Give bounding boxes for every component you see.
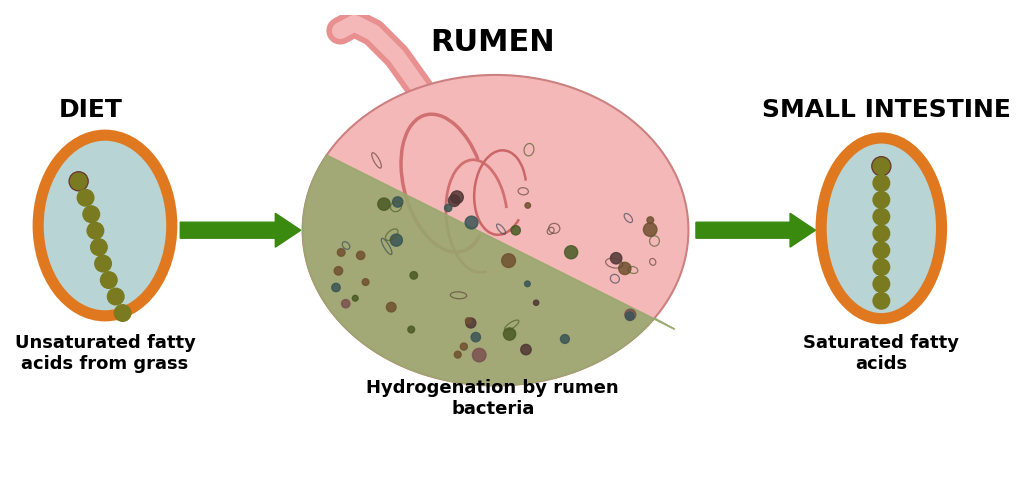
Ellipse shape [303, 75, 688, 386]
Circle shape [77, 190, 94, 206]
Text: Hydrogenation by rumen
bacteria: Hydrogenation by rumen bacteria [367, 379, 618, 418]
Circle shape [115, 305, 131, 321]
Circle shape [69, 172, 88, 191]
Circle shape [471, 332, 480, 342]
Circle shape [83, 206, 99, 223]
Circle shape [511, 226, 520, 235]
Circle shape [334, 266, 343, 275]
Circle shape [502, 253, 515, 267]
Circle shape [95, 255, 112, 272]
Circle shape [647, 217, 653, 224]
Circle shape [521, 344, 531, 355]
Text: DIET: DIET [59, 98, 123, 122]
Polygon shape [180, 213, 301, 247]
Circle shape [378, 198, 390, 210]
Circle shape [871, 157, 891, 176]
Circle shape [873, 209, 890, 225]
Circle shape [625, 309, 636, 320]
Circle shape [873, 242, 890, 258]
Text: Saturated fatty
acids: Saturated fatty acids [804, 334, 959, 373]
Circle shape [362, 278, 369, 285]
Circle shape [444, 204, 452, 212]
Circle shape [451, 191, 463, 204]
Circle shape [449, 195, 460, 207]
Circle shape [90, 239, 108, 255]
Circle shape [108, 288, 124, 305]
Circle shape [410, 271, 418, 279]
Circle shape [461, 343, 467, 350]
Text: Unsaturated fatty
acids from grass: Unsaturated fatty acids from grass [14, 334, 196, 373]
Circle shape [466, 318, 476, 328]
Circle shape [643, 223, 657, 237]
Text: SMALL INTESTINE: SMALL INTESTINE [762, 98, 1011, 122]
Circle shape [873, 225, 890, 242]
Ellipse shape [821, 138, 941, 319]
Circle shape [392, 197, 402, 207]
Circle shape [408, 326, 415, 333]
Circle shape [560, 334, 569, 343]
Circle shape [87, 223, 103, 239]
Circle shape [465, 318, 471, 323]
Circle shape [100, 272, 117, 288]
Circle shape [337, 249, 345, 256]
Circle shape [390, 234, 402, 246]
Circle shape [618, 262, 631, 274]
Circle shape [564, 246, 578, 259]
Circle shape [504, 328, 516, 340]
Circle shape [386, 302, 396, 312]
Circle shape [534, 300, 539, 305]
Circle shape [342, 299, 350, 308]
Circle shape [356, 251, 365, 259]
Circle shape [873, 275, 890, 292]
Circle shape [873, 175, 890, 191]
Polygon shape [303, 155, 675, 386]
Circle shape [455, 351, 461, 358]
Circle shape [626, 312, 634, 320]
Text: RUMEN: RUMEN [430, 28, 555, 57]
Polygon shape [696, 213, 815, 247]
Circle shape [873, 292, 890, 309]
Ellipse shape [38, 135, 172, 316]
Circle shape [71, 173, 87, 190]
Circle shape [873, 158, 890, 175]
Circle shape [465, 216, 478, 229]
Circle shape [873, 192, 890, 208]
Circle shape [525, 203, 530, 208]
Polygon shape [303, 155, 675, 386]
Circle shape [332, 283, 340, 292]
Circle shape [524, 281, 530, 286]
Circle shape [610, 252, 622, 264]
Circle shape [352, 295, 358, 301]
Circle shape [472, 348, 486, 362]
Circle shape [873, 259, 890, 275]
